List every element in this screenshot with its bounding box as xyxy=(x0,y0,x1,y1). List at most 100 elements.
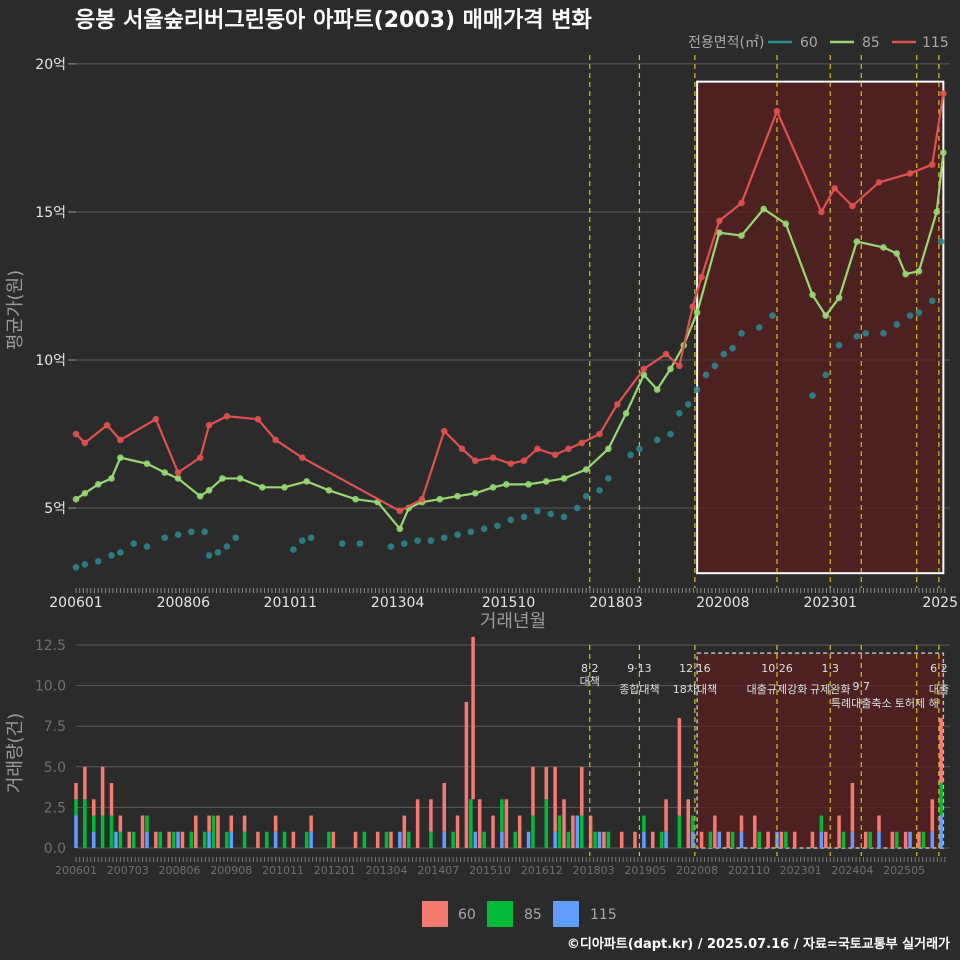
top-x-tick-label: 202301 xyxy=(803,595,856,611)
bar-60 xyxy=(242,815,247,832)
bar-60 xyxy=(74,783,78,800)
top-policy-lines xyxy=(589,55,940,588)
series-85-point xyxy=(782,220,790,228)
series-60-point xyxy=(387,543,395,550)
series-60-point xyxy=(205,552,213,559)
bar-60 xyxy=(837,815,841,848)
top-y-ticks: 5억 10억 15억 20억 xyxy=(35,57,76,517)
bar-60 xyxy=(442,783,446,832)
series-60-point xyxy=(174,531,182,538)
series-85-point xyxy=(396,525,404,533)
series-60-point xyxy=(627,451,634,459)
series-60-point xyxy=(356,540,364,547)
price-series xyxy=(72,90,947,571)
series-115-point xyxy=(849,202,856,210)
series-115-point xyxy=(507,460,515,467)
series-60-point xyxy=(307,534,315,541)
top-x-tick-label: 201304 xyxy=(371,595,425,611)
series-115-point xyxy=(298,454,306,462)
top-legend: 전용면적(㎡) 60 85 115 xyxy=(688,35,949,51)
series-85-point xyxy=(108,475,115,482)
series-115-point xyxy=(596,430,603,438)
legend-title: 전용면적(㎡) xyxy=(688,35,764,51)
bar-60 xyxy=(890,831,895,848)
bar-85 xyxy=(406,831,411,848)
legend-115-label: 115 xyxy=(922,35,949,51)
series-85-point xyxy=(352,495,359,503)
series-85-point xyxy=(605,445,612,453)
annotation-date: 1·3 xyxy=(821,662,839,675)
annotation-label: 대책 xyxy=(580,675,600,688)
series-85-point xyxy=(471,489,479,497)
bar-115 xyxy=(664,831,668,848)
bar-115 xyxy=(473,831,478,848)
series-85-point xyxy=(653,386,661,393)
series-115-point xyxy=(396,507,404,515)
bottom-x-ticks: 200601 200703 200806 200908 201011 201201 2013… xyxy=(55,857,946,877)
bar-60 xyxy=(194,815,198,848)
bar-60 xyxy=(109,783,114,816)
series-60-point xyxy=(574,504,581,512)
bar-85 xyxy=(690,815,695,832)
bar-60 xyxy=(877,815,881,832)
bar-115 xyxy=(114,831,118,848)
bar-60 xyxy=(455,815,460,848)
bottom-y-tick-label: 7.5 xyxy=(44,719,66,735)
bar-85 xyxy=(895,831,899,848)
series-60-point xyxy=(906,312,914,319)
series-115-point xyxy=(715,217,723,225)
series-115-point xyxy=(152,415,160,423)
bottom-x-tick-label: 201905 xyxy=(624,864,666,877)
bar-60 xyxy=(677,718,682,816)
series-85-point xyxy=(143,460,151,467)
series-85-point xyxy=(503,481,510,488)
series-115-point xyxy=(940,90,947,97)
series-85-point xyxy=(715,229,723,236)
bottom-x-tick-label: 202505 xyxy=(883,864,925,877)
series-60-point xyxy=(232,534,240,541)
series-85-point xyxy=(693,309,701,316)
annotation-date: 10·26 xyxy=(761,662,793,675)
bar-85 xyxy=(500,799,504,832)
bar-60 xyxy=(739,815,744,832)
series-85-point xyxy=(161,469,169,476)
top-x-ticks: 200601 200806 201011 201304 201510 201803 2020… xyxy=(49,588,958,611)
bar-60 xyxy=(753,815,757,848)
bottom-x-tick-label: 201510 xyxy=(469,864,511,877)
bar-85 xyxy=(118,831,123,848)
series-60-point xyxy=(414,537,421,544)
chart-title: 응봉 서울숲리버그린동아 아파트(2003) 매매가격 변화 xyxy=(75,8,592,33)
bar-115 xyxy=(176,831,180,848)
bar-60 xyxy=(273,815,278,832)
series-115-point xyxy=(676,362,683,370)
series-85-point xyxy=(835,294,843,302)
bottom-legend-60-label: 60 xyxy=(458,907,476,923)
series-115-point xyxy=(520,457,528,464)
series-85-point xyxy=(489,484,497,491)
bar-60 xyxy=(939,718,943,784)
bar-60 xyxy=(917,831,921,848)
series-60-point xyxy=(893,321,901,328)
series-115-point xyxy=(565,445,572,453)
bar-85 xyxy=(544,799,549,848)
bar-60 xyxy=(100,766,105,816)
series-115-point xyxy=(662,350,670,358)
series-60-point xyxy=(81,561,89,568)
series-60-point xyxy=(729,344,736,352)
bar-60 xyxy=(930,799,935,832)
series-60-point xyxy=(223,543,231,550)
top-x-tick-label: 200806 xyxy=(157,595,211,611)
series-115-point xyxy=(440,427,448,435)
bar-85 xyxy=(74,799,78,816)
bar-60 xyxy=(471,636,475,800)
series-60-point xyxy=(214,549,222,556)
series-115-point xyxy=(578,439,586,447)
series-60-point xyxy=(605,475,612,482)
bar-85 xyxy=(304,831,309,848)
bar-85 xyxy=(593,831,597,848)
series-115-point xyxy=(906,170,914,177)
series-85-point xyxy=(853,238,861,245)
series-115-point xyxy=(551,451,559,459)
series-60-point xyxy=(755,324,763,331)
series-115-point xyxy=(103,421,111,429)
